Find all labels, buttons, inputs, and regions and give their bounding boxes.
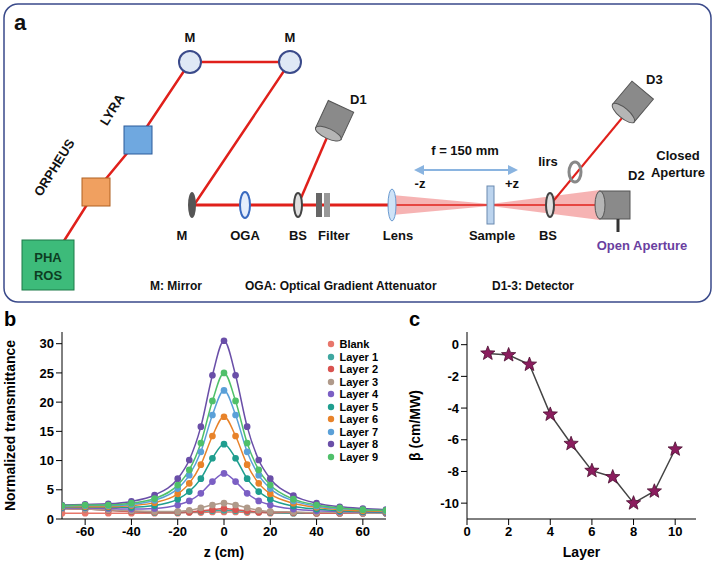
svg-text:-20: -20 bbox=[168, 524, 187, 539]
html-text:c: c bbox=[409, 308, 421, 330]
svg-text:D2: D2 bbox=[628, 168, 645, 183]
html-text:Layer 8: Layer 8 bbox=[339, 438, 378, 451]
svg-text:LYRA: LYRA bbox=[97, 91, 128, 128]
svg-text:z (cm): z (cm) bbox=[204, 544, 244, 560]
svg-text:Layer: Layer bbox=[563, 544, 601, 560]
svg-text:0: 0 bbox=[463, 524, 470, 539]
svg-text:-8: -8 bbox=[447, 464, 459, 479]
svg-text:-4: -4 bbox=[447, 401, 459, 416]
svg-text:BS: BS bbox=[289, 228, 307, 243]
svg-text:β (cm/MW): β (cm/MW) bbox=[407, 390, 423, 461]
svg-text:Sample: Sample bbox=[469, 228, 515, 243]
svg-text:0: 0 bbox=[452, 337, 459, 352]
svg-text:0: 0 bbox=[47, 512, 54, 527]
html-text:Blank: Blank bbox=[339, 338, 370, 351]
svg-text:M: Mirror: M: Mirror bbox=[150, 279, 202, 293]
svg-text:Closed: Closed bbox=[656, 148, 699, 163]
svg-text:-z: -z bbox=[415, 176, 426, 191]
html-text:Layer 3: Layer 3 bbox=[339, 375, 378, 388]
svg-text:PHA: PHA bbox=[34, 250, 62, 265]
svg-text:10: 10 bbox=[668, 524, 682, 539]
svg-text:-2: -2 bbox=[447, 369, 459, 384]
svg-text:OGA: OGA bbox=[230, 228, 260, 243]
svg-text:15: 15 bbox=[40, 424, 54, 439]
svg-text:Filter: Filter bbox=[318, 228, 350, 243]
svg-text:D1: D1 bbox=[350, 92, 367, 107]
svg-text:6: 6 bbox=[588, 524, 595, 539]
svg-text:8: 8 bbox=[630, 524, 637, 539]
svg-text:5: 5 bbox=[47, 482, 54, 497]
svg-text:0: 0 bbox=[220, 524, 227, 539]
svg-text:D3: D3 bbox=[646, 72, 663, 87]
html-text:Layer 7: Layer 7 bbox=[339, 425, 378, 438]
svg-text:4: 4 bbox=[547, 524, 555, 539]
svg-text:20: 20 bbox=[40, 395, 54, 410]
svg-text:OGA: Optical Gradient Attenuat: OGA: Optical Gradient Attenuator bbox=[245, 279, 437, 293]
html-text:Layer 5: Layer 5 bbox=[339, 400, 378, 413]
svg-text:a: a bbox=[14, 10, 27, 35]
svg-text:Open Aperture: Open Aperture bbox=[597, 238, 688, 253]
svg-text:BS: BS bbox=[539, 228, 557, 243]
svg-text:Lens: Lens bbox=[383, 228, 413, 243]
html-text:Layer 1: Layer 1 bbox=[339, 350, 378, 363]
svg-text:D1-3: Detector: D1-3: Detector bbox=[492, 279, 574, 293]
svg-text:Aperture: Aperture bbox=[651, 165, 705, 180]
html-text:Layer 6: Layer 6 bbox=[339, 413, 378, 426]
html-text:Layer 9: Layer 9 bbox=[339, 450, 378, 463]
svg-text:-10: -10 bbox=[440, 496, 459, 511]
svg-text:+z: +z bbox=[505, 176, 520, 191]
svg-text:-40: -40 bbox=[122, 524, 141, 539]
svg-text:f = 150 mm: f = 150 mm bbox=[431, 143, 499, 158]
svg-text:20: 20 bbox=[263, 524, 277, 539]
svg-text:M: M bbox=[285, 30, 296, 45]
svg-text:-60: -60 bbox=[76, 524, 95, 539]
svg-text:-6: -6 bbox=[447, 432, 459, 447]
svg-text:2: 2 bbox=[505, 524, 512, 539]
svg-text:10: 10 bbox=[40, 453, 54, 468]
svg-text:ORPHEUS: ORPHEUS bbox=[31, 136, 78, 199]
svg-text:30: 30 bbox=[40, 336, 54, 351]
svg-text:M: M bbox=[185, 30, 196, 45]
svg-text:Normalized transmittance: Normalized transmittance bbox=[2, 340, 18, 511]
svg-text:ROS: ROS bbox=[34, 268, 63, 283]
svg-text:Iirs: Iirs bbox=[538, 154, 558, 169]
html-text:Layer 2: Layer 2 bbox=[339, 363, 378, 376]
svg-text:M: M bbox=[177, 228, 188, 243]
html-text:b: b bbox=[4, 308, 17, 330]
svg-text:60: 60 bbox=[356, 524, 370, 539]
svg-text:40: 40 bbox=[309, 524, 323, 539]
svg-text:25: 25 bbox=[40, 366, 54, 381]
html-text:Layer 4: Layer 4 bbox=[339, 388, 378, 401]
